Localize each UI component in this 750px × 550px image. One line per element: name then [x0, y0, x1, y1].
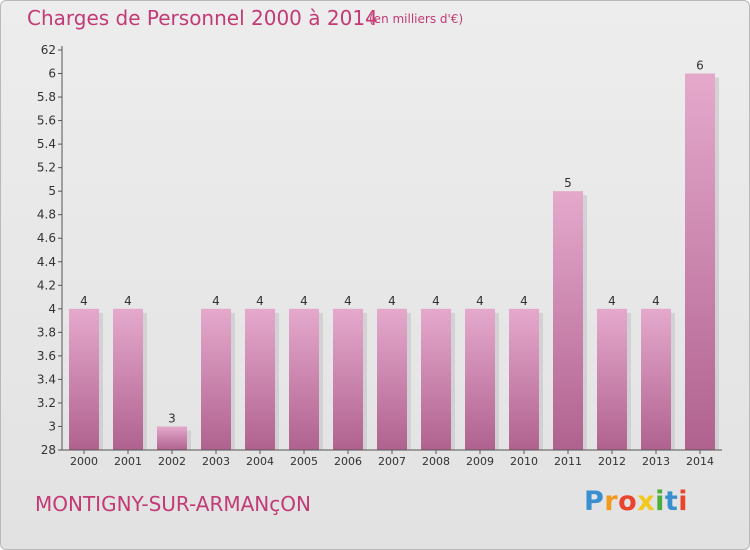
- bars: [69, 73, 715, 451]
- bar: [157, 426, 187, 450]
- x-tick-label: 2007: [378, 455, 406, 468]
- y-tick-label: 4.4: [37, 255, 56, 269]
- y-tick-label: 5.4: [37, 137, 56, 151]
- y-tick-label: 4.2: [37, 278, 56, 292]
- data-label: 4: [344, 294, 352, 308]
- x-tick-label: 2013: [642, 455, 670, 468]
- x-tick-label: 2000: [70, 455, 98, 468]
- unit-label: (en milliers d'€): [369, 12, 464, 26]
- x-tick-label: 2004: [246, 455, 274, 468]
- brand-letter: t: [664, 486, 679, 517]
- data-labels: 4 4 3 4 4 4 4 4 4 4 4 5 4 4 6: [80, 59, 704, 426]
- data-label: 6: [696, 59, 704, 73]
- y-tick-label: 3.8: [37, 325, 56, 339]
- y-tick-label: 4.8: [37, 208, 56, 222]
- y-tick-label: 4: [48, 302, 56, 316]
- bar: [69, 308, 99, 450]
- x-tick-label: 2006: [334, 455, 362, 468]
- bar: [245, 308, 275, 450]
- data-label: 4: [652, 294, 660, 308]
- x-tick-label: 2012: [598, 455, 626, 468]
- brand-letter: o: [618, 486, 638, 517]
- data-label: 4: [256, 294, 264, 308]
- y-tick-label: 5.6: [37, 114, 56, 128]
- brand-letter: i: [655, 486, 665, 517]
- x-tick-label: 2002: [158, 455, 186, 468]
- x-tick-label: 2001: [114, 455, 142, 468]
- x-tick-label: 2008: [422, 455, 450, 468]
- y-tick-label: 5.2: [37, 161, 56, 175]
- brand-letter: x: [637, 486, 656, 517]
- data-label: 5: [564, 176, 572, 190]
- x-tick-label: 2011: [554, 455, 582, 468]
- y-axis: 28 3 3.2 3.4 3.6 3.8 4 4.2 4.4 4.6 4.8 5 5.2 5.4 5.6 5.…: [37, 43, 63, 457]
- bar: [509, 308, 539, 450]
- bar: [465, 308, 495, 450]
- bar: [289, 308, 319, 450]
- y-tick-label: 3.6: [37, 349, 56, 363]
- x-axis: 2000 2001 2002 2003 2004 2005 2006 2007 2008 2009…: [62, 449, 722, 468]
- y-tick-label: 5.8: [37, 90, 56, 104]
- bar: [597, 308, 627, 450]
- y-tick-label: 6: [48, 67, 56, 81]
- bar: [421, 308, 451, 450]
- data-label: 4: [608, 294, 616, 308]
- y-tick-label: 62: [41, 43, 56, 57]
- data-label: 4: [300, 294, 308, 308]
- x-tick-label: 2005: [290, 455, 318, 468]
- y-tick-label: 3: [48, 419, 56, 433]
- data-label: 4: [212, 294, 220, 308]
- y-tick-label: 3.4: [37, 372, 56, 386]
- y-tick-label: 3.2: [37, 396, 56, 410]
- data-label: 4: [520, 294, 528, 308]
- bar: [553, 191, 583, 451]
- brand-letter: P: [584, 486, 605, 517]
- y-tick-label: 4.6: [37, 231, 56, 245]
- bar: [333, 308, 363, 450]
- bar: [641, 308, 671, 450]
- x-tick-label: 2009: [466, 455, 494, 468]
- bar: [377, 308, 407, 450]
- commune-name: MONTIGNY-SUR-ARMANçON: [35, 492, 311, 516]
- data-label: 3: [168, 411, 176, 425]
- data-label: 4: [80, 294, 88, 308]
- y-tick-label: 5: [48, 184, 56, 198]
- proxiti-logo: Proxiti: [584, 486, 688, 517]
- x-tick-label: 2014: [686, 455, 714, 468]
- data-label: 4: [388, 294, 396, 308]
- brand-letter: i: [678, 486, 689, 517]
- bar: [201, 308, 231, 450]
- chart-title: Charges de Personnel 2000 à 2014: [27, 6, 378, 30]
- data-label: 4: [124, 294, 132, 308]
- brand-letter: r: [604, 486, 619, 517]
- x-tick-label: 2010: [510, 455, 538, 468]
- bar: [113, 308, 143, 450]
- y-tick-label: 28: [41, 443, 56, 457]
- x-tick-label: 2003: [202, 455, 230, 468]
- data-label: 4: [476, 294, 484, 308]
- data-label: 4: [432, 294, 440, 308]
- bar: [685, 73, 715, 450]
